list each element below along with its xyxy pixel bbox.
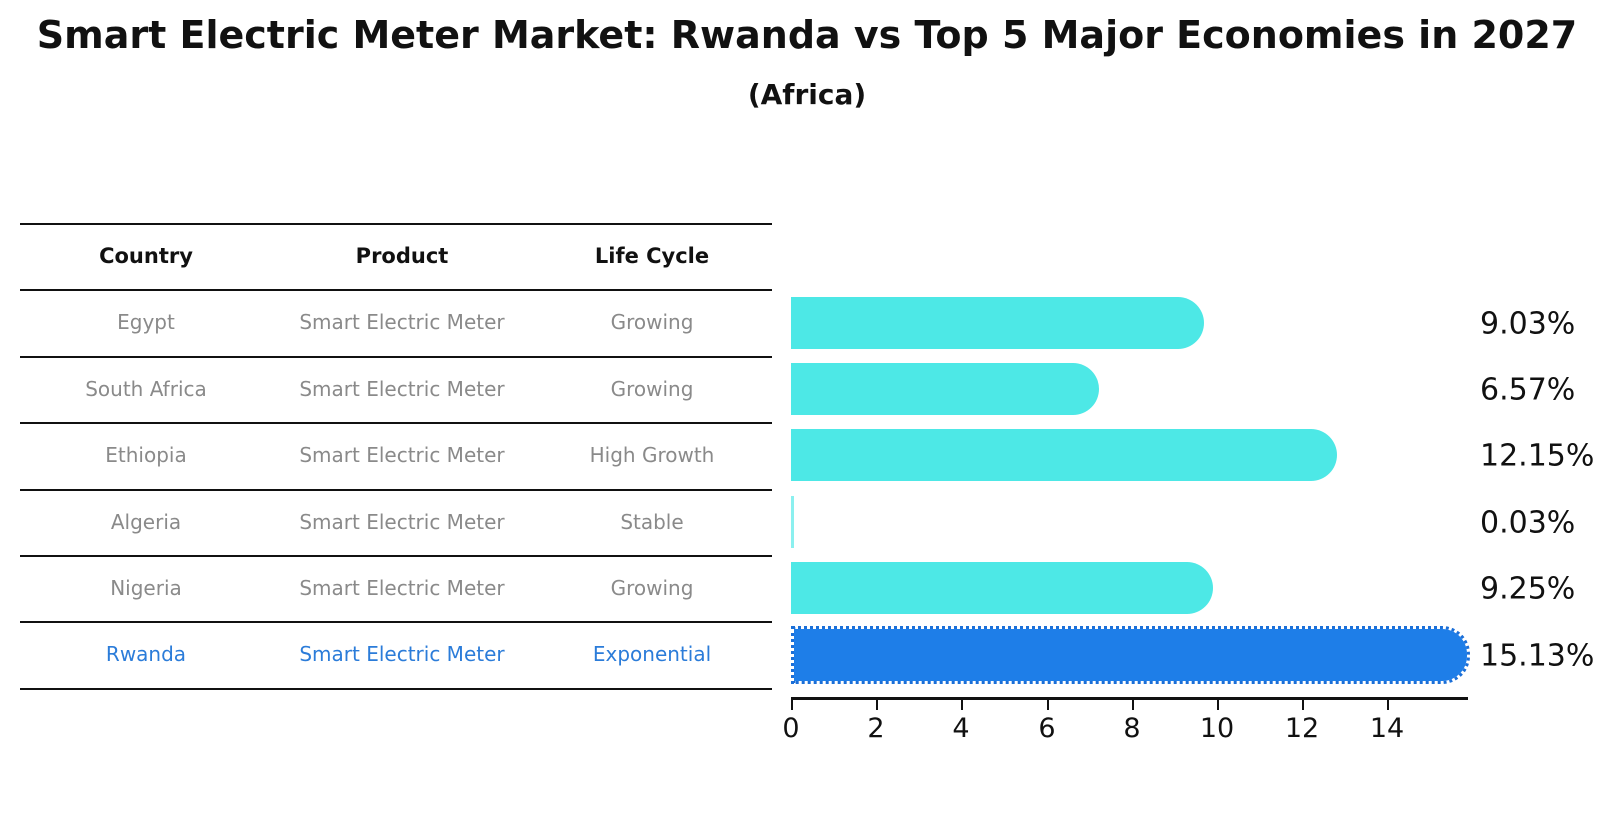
table-cell-product: Smart Electric Meter [299,443,505,467]
bar [791,363,1099,415]
table-rule [20,356,772,358]
value-label: 15.13% [1480,638,1595,674]
x-axis-tick [1132,700,1134,710]
bar [791,297,1204,349]
table-cell-product: Smart Electric Meter [299,377,505,401]
table-rule [20,555,772,557]
x-axis-tick-label: 6 [1038,713,1056,744]
bar [791,496,794,548]
x-axis-tick-label: 8 [1123,713,1141,744]
bar [791,562,1213,614]
table-cell-country: Algeria [110,510,182,534]
table-rule [20,289,772,291]
table-cell-life-cycle: Growing [610,310,694,334]
table-cell-country: Nigeria [110,576,182,600]
value-label: 0.03% [1480,505,1576,541]
x-axis-tick [1217,700,1219,710]
table-cell-product: Smart Electric Meter [299,310,505,334]
table-cell-life-cycle: Growing [610,377,694,401]
x-axis-tick-label: 0 [782,713,800,744]
x-axis-tick-label: 10 [1199,713,1235,744]
table-cell-life-cycle: High Growth [589,443,715,467]
x-axis-tick-label: 4 [952,713,970,744]
table-cell-product: Smart Electric Meter [299,510,505,534]
bar [791,429,1337,481]
x-axis-tick [961,700,963,710]
column-header-product: Product [355,244,449,268]
value-label: 12.15% [1480,438,1595,474]
table-rule [20,688,772,690]
x-axis-line [791,697,1468,700]
table-rule [20,489,772,491]
table-cell-life-cycle: Growing [610,576,694,600]
x-axis-tick [791,700,793,710]
table-cell-life-cycle: Stable [620,510,684,534]
value-label: 9.25% [1480,571,1576,607]
table-cell-product: Smart Electric Meter [299,642,505,666]
table-cell-life-cycle: Exponential [592,642,712,666]
value-label: 9.03% [1480,306,1576,342]
table-rule [20,621,772,623]
table-rule [20,422,772,424]
table-cell-product: Smart Electric Meter [299,576,505,600]
value-label: 6.57% [1480,372,1576,408]
x-axis-tick-label: 14 [1369,713,1405,744]
table-cell-country: Ethiopia [105,443,187,467]
table-rule [20,223,772,225]
bar-highlight [791,626,1470,684]
table-cell-country: Egypt [117,310,175,334]
x-axis-tick [876,700,878,710]
x-axis-tick [1387,700,1389,710]
x-axis-tick-label: 12 [1284,713,1320,744]
column-header-country: Country [99,244,193,268]
x-axis-tick-label: 2 [867,713,885,744]
table-cell-country: Rwanda [105,642,187,666]
x-axis-tick [1302,700,1304,710]
chart-title: Smart Electric Meter Market: Rwanda vs T… [36,13,1578,57]
chart-subtitle: (Africa) [747,78,867,111]
x-axis-tick [1047,700,1049,710]
table-cell-country: South Africa [85,377,207,401]
column-header-life-cycle: Life Cycle [594,244,710,268]
